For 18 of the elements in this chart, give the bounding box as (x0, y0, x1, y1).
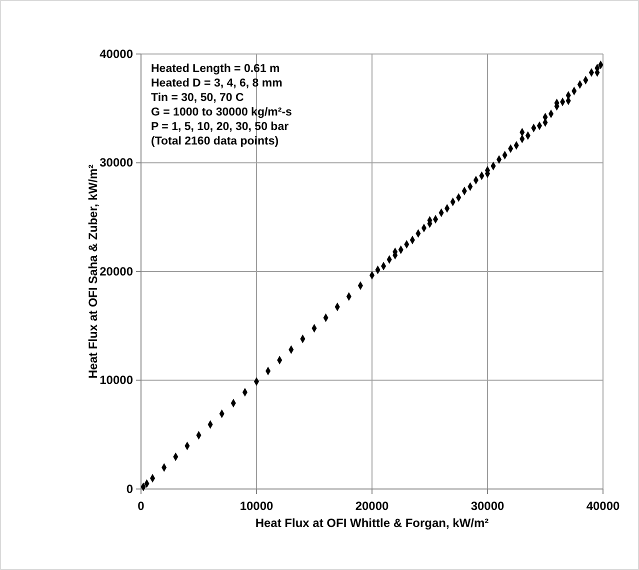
y-tick-label: 0 (126, 482, 134, 496)
x-tick-label: 10000 (240, 499, 274, 514)
x-tick-label: 0 (138, 499, 145, 514)
y-tick-label: 10000 (100, 373, 134, 388)
annotation: Tin = 30, 50, 70 C (151, 92, 244, 104)
x-tick-label: 20000 (355, 499, 390, 514)
y-axis-title: Heat Flux at OFI Saha & Zuber, kW/m² (86, 164, 100, 379)
y-tick-label: 20000 (100, 264, 134, 278)
annotation: Heated D = 3, 4, 6, 8 mm (151, 78, 282, 90)
annotation: P = 1, 5, 10, 20, 30, 50 bar (151, 121, 290, 133)
annotation: Heated Length = 0.61 m (151, 63, 280, 75)
y-tick-label: 30000 (100, 156, 134, 170)
annotation: (Total 2160 data points) (151, 136, 279, 148)
annotation: G = 1000 to 30000 kg/m²-s (151, 106, 292, 118)
x-tick-label: 40000 (586, 499, 620, 514)
x-tick-label: 30000 (470, 499, 505, 514)
y-tick-label: 40000 (100, 46, 134, 61)
x-axis-title: Heat Flux at OFI Whittle & Forgan, kW/m² (255, 516, 489, 530)
